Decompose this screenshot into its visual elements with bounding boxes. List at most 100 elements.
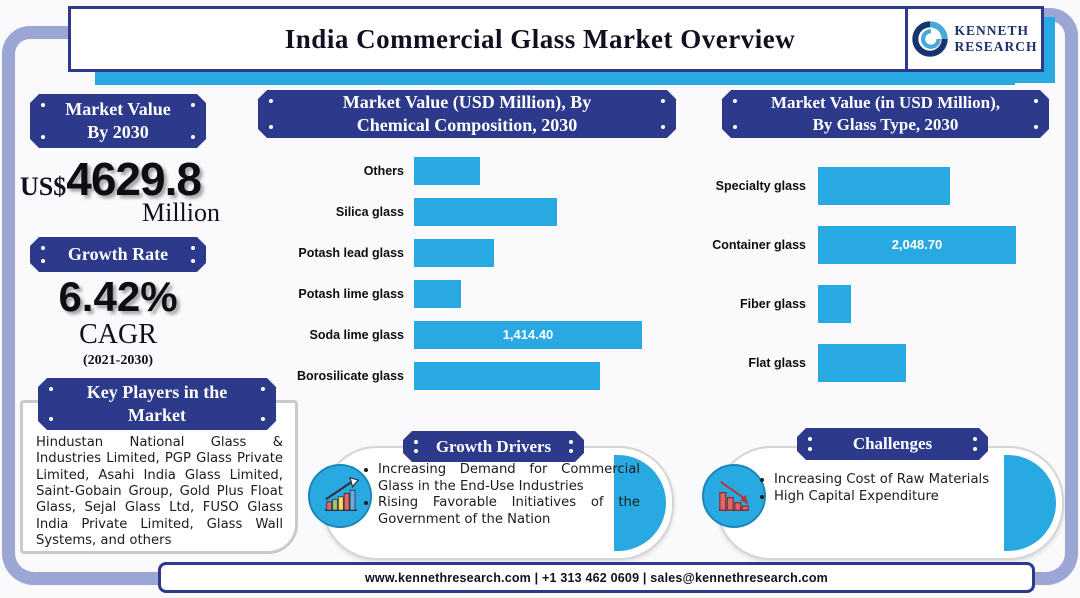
footer-contact-text: www.kennethresearch.com | +1 313 462 060… xyxy=(365,570,828,585)
plaque-corner-dot xyxy=(661,125,665,129)
challenge-item: Increasing Cost of Raw Materials xyxy=(774,472,1026,489)
growth-driver-item: Increasing Demand for Commercial Glass i… xyxy=(378,462,640,495)
category-label: Specialty glass xyxy=(715,178,806,193)
chart-title-label: Market Value (in USD Million), By Glass … xyxy=(770,93,1001,134)
footer: www.kennethresearch.com | +1 313 462 060… xyxy=(158,562,1035,593)
bar xyxy=(414,361,601,390)
chart-row: Silica glass xyxy=(292,191,682,232)
plaque-corner-dot xyxy=(1034,125,1038,129)
plaque-corner-dot xyxy=(1034,99,1038,103)
plaque-corner-dot xyxy=(191,103,195,107)
bar xyxy=(414,156,481,185)
growth-drivers-list: Increasing Demand for Commercial Glass i… xyxy=(360,462,640,529)
growth-rate-plaque-label: Growth Rate xyxy=(67,243,169,264)
plaque-corner-dot xyxy=(733,99,737,103)
market-value-plaque-label: Market Value By 2030 xyxy=(65,98,171,142)
bar-value-label: 2,048.70 xyxy=(891,237,943,252)
plaque-corner-dot xyxy=(191,246,195,250)
growth-drivers-panel xyxy=(322,446,674,560)
key-players-plaque: Key Players in the Market xyxy=(38,378,276,430)
glass-type-chart-title: Market Value (in USD Million), By Glass … xyxy=(722,90,1049,138)
cagr-period: (2021-2030) xyxy=(83,352,153,368)
bar xyxy=(414,197,558,226)
category-label: Potash lead glass xyxy=(298,245,404,260)
chart-row: Borosilicate glass xyxy=(292,355,682,396)
plaque-corner-dot xyxy=(49,417,53,421)
chart-title-label: Market Value (USD Million), By Chemical … xyxy=(342,91,592,135)
key-players-text: Hindustan National Glass & Industries Li… xyxy=(36,435,283,549)
chart-row: Fiber glass xyxy=(706,274,1058,333)
bar xyxy=(414,238,494,267)
header-underline-bar xyxy=(95,72,1015,85)
bar: 2,048.70 xyxy=(818,225,1016,264)
plaque-corner-dot xyxy=(973,437,977,441)
plaque-corner-dot xyxy=(41,246,45,250)
plaque-corner-dot xyxy=(973,447,977,451)
bar: 1,414.40 xyxy=(414,320,642,349)
challenges-plaque-label: Challenges xyxy=(852,434,933,454)
market-value-plaque: Market Value By 2030 xyxy=(30,94,206,148)
bar xyxy=(818,284,851,323)
category-label: Silica glass xyxy=(335,204,404,219)
plaque-corner-dot xyxy=(41,135,45,139)
category-label: Potash lime glass xyxy=(298,286,404,301)
currency-label: US$ xyxy=(20,172,67,201)
plaque-corner-dot xyxy=(261,387,265,391)
chart-row: Specialty glass xyxy=(706,156,1058,215)
cagr-label: CAGR xyxy=(79,319,157,350)
chart-row: Flat glass xyxy=(706,333,1058,392)
page-title: India Commercial Glass Market Overview xyxy=(284,23,796,54)
plaque-corner-dot xyxy=(269,125,273,129)
plaque-corner-dot xyxy=(569,440,573,444)
growth-rate-number: 6.42% xyxy=(58,273,178,320)
logo-text: KENNETH RESEARCH xyxy=(954,23,1038,54)
plaque-corner-dot xyxy=(808,447,812,451)
frame-band-left xyxy=(2,70,183,585)
market-value-figure: US$ 4629.8 Million xyxy=(20,152,220,228)
bar xyxy=(818,343,906,382)
growth-rate-figure: 6.42% CAGR (2021-2030) xyxy=(15,276,221,369)
plaque-corner-dot xyxy=(41,103,45,107)
plaque-corner-dot xyxy=(191,135,195,139)
bar-value-label: 1,414.40 xyxy=(502,327,554,342)
chemical-composition-bar-chart: Others Silica glass Potash lead glass Potas… xyxy=(292,150,682,396)
key-players-plaque-label: Key Players in the Market xyxy=(86,381,228,425)
challenges-list: Increasing Cost of Raw Materials High Ca… xyxy=(756,472,1026,505)
category-label: Soda lime glass xyxy=(309,327,404,342)
category-label: Flat glass xyxy=(748,355,806,370)
header: India Commercial Glass Market Overview xyxy=(68,6,1012,72)
chart-row: Others xyxy=(292,150,682,191)
growth-drivers-plaque: Growth Drivers xyxy=(403,431,584,462)
category-label: Fiber glass xyxy=(740,296,806,311)
plaque-corner-dot xyxy=(49,387,53,391)
chart-row: Soda lime glass 1,414.40 xyxy=(292,314,682,355)
challenge-item: High Capital Expenditure xyxy=(774,489,1026,506)
kenneth-research-logo: KENNETH RESEARCH xyxy=(905,6,1044,72)
bar xyxy=(414,279,461,308)
logo-swirl-icon xyxy=(912,21,949,57)
plaque-corner-dot xyxy=(191,259,195,263)
plaque-corner-dot xyxy=(269,99,273,103)
category-label: Container glass xyxy=(712,237,806,252)
declining-bar-chart-down-arrow-icon xyxy=(702,464,766,528)
market-value-unit: Million xyxy=(141,198,220,227)
growth-driver-item: Rising Favorable Initiatives of the Gove… xyxy=(378,495,640,528)
challenges-panel xyxy=(716,446,1064,560)
challenges-plaque: Challenges xyxy=(797,428,988,460)
plaque-corner-dot xyxy=(41,259,45,263)
plaque-corner-dot xyxy=(733,125,737,129)
plaque-corner-dot xyxy=(414,440,418,444)
bar xyxy=(818,166,950,205)
growth-rate-plaque: Growth Rate xyxy=(30,237,206,272)
chemical-composition-chart-title: Market Value (USD Million), By Chemical … xyxy=(258,90,676,138)
glass-type-bar-chart: Specialty glass Container glass 2,048.70 Fi… xyxy=(706,156,1058,392)
plaque-corner-dot xyxy=(414,449,418,453)
category-label: Borosilicate glass xyxy=(297,368,404,383)
plaque-corner-dot xyxy=(808,437,812,441)
market-value-number: 4629.8 xyxy=(66,153,202,205)
category-label: Others xyxy=(363,163,404,178)
chart-row: Potash lead glass xyxy=(292,232,682,273)
growth-bar-chart-up-arrow-icon xyxy=(308,464,372,528)
plaque-corner-dot xyxy=(261,417,265,421)
